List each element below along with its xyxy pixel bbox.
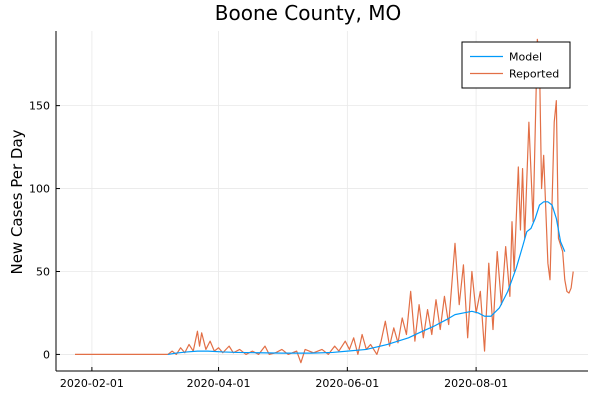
series-line-model — [167, 201, 566, 356]
x-tick-label: 2020-06-01 — [315, 377, 379, 390]
legend-label-reported: Reported — [509, 68, 559, 81]
axes — [55, 31, 588, 372]
series-group — [75, 38, 574, 364]
x-tick-label: 2020-04-01 — [187, 377, 251, 390]
y-axis-label: New Cases Per Day — [8, 129, 26, 274]
tick-labels: 2020-02-01 2020-04-01 2020-06-01 2020-08-01… — [29, 100, 508, 390]
y-tick-label: 100 — [29, 183, 50, 196]
y-tick-label: 50 — [36, 265, 50, 278]
series-line-reported — [75, 38, 574, 364]
chart-title: Boone County, MO — [215, 1, 401, 25]
legend-box — [461, 41, 571, 89]
x-tick-label: 2020-02-01 — [60, 377, 124, 390]
legend: Model Reported — [461, 41, 571, 89]
y-tick-label: 0 — [43, 348, 50, 361]
x-tick-label: 2020-08-01 — [444, 377, 508, 390]
legend-label-model: Model — [509, 51, 542, 64]
y-tick-label: 150 — [29, 100, 50, 113]
